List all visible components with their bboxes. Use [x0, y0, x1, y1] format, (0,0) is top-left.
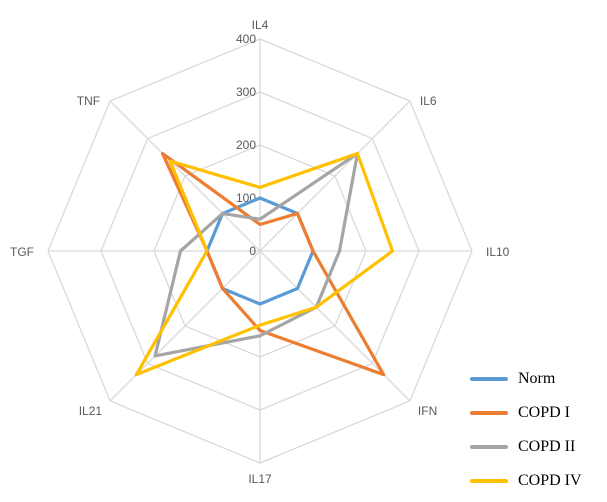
radar-axis-labels: IL4 IL6 IL10 IFN IL17 IL21 TGF TNF	[10, 18, 510, 486]
series-copd-i	[160, 151, 386, 377]
spoke-il21	[109, 250, 261, 402]
legend-swatch-copd-iv	[470, 479, 508, 483]
radar-grid	[47, 38, 473, 464]
legend-swatch-copd-ii	[470, 445, 508, 449]
legend-item-copd-ii: COPD II	[470, 430, 607, 464]
legend-item-norm: Norm	[470, 362, 607, 396]
tick-label-300: 300	[236, 85, 256, 99]
radar-series	[134, 151, 395, 377]
tick-label-400: 400	[236, 32, 256, 46]
legend-label-copd-ii: COPD II	[518, 438, 576, 455]
chart-legend: Norm COPD I COPD II COPD IV	[470, 362, 607, 498]
axis-label-ifn: IFN	[418, 404, 437, 418]
legend-swatch-copd-i	[470, 411, 508, 415]
axis-label-il17: IL17	[248, 472, 272, 486]
axis-label-il10: IL10	[486, 245, 510, 259]
legend-item-copd-iv: COPD IV	[470, 464, 607, 498]
axis-label-il6: IL6	[420, 94, 437, 108]
spoke-ifn	[259, 250, 411, 402]
axis-label-tnf: TNF	[77, 94, 100, 108]
spoke-tnf	[109, 100, 261, 252]
legend-label-copd-i: COPD I	[518, 404, 571, 421]
legend-item-copd-i: COPD I	[470, 396, 607, 430]
spoke-il6	[259, 100, 411, 252]
axis-label-tgf: TGF	[10, 245, 34, 259]
legend-label-norm: Norm	[518, 370, 556, 387]
axis-label-il21: IL21	[79, 404, 103, 418]
series-copd-ii	[153, 151, 360, 358]
tick-label-200: 200	[236, 138, 256, 152]
tick-label-0: 0	[249, 244, 256, 258]
series-copd-iv	[134, 151, 395, 377]
axis-label-il4: IL4	[252, 18, 269, 32]
legend-label-copd-iv: COPD IV	[518, 472, 582, 489]
legend-swatch-norm	[470, 377, 508, 381]
